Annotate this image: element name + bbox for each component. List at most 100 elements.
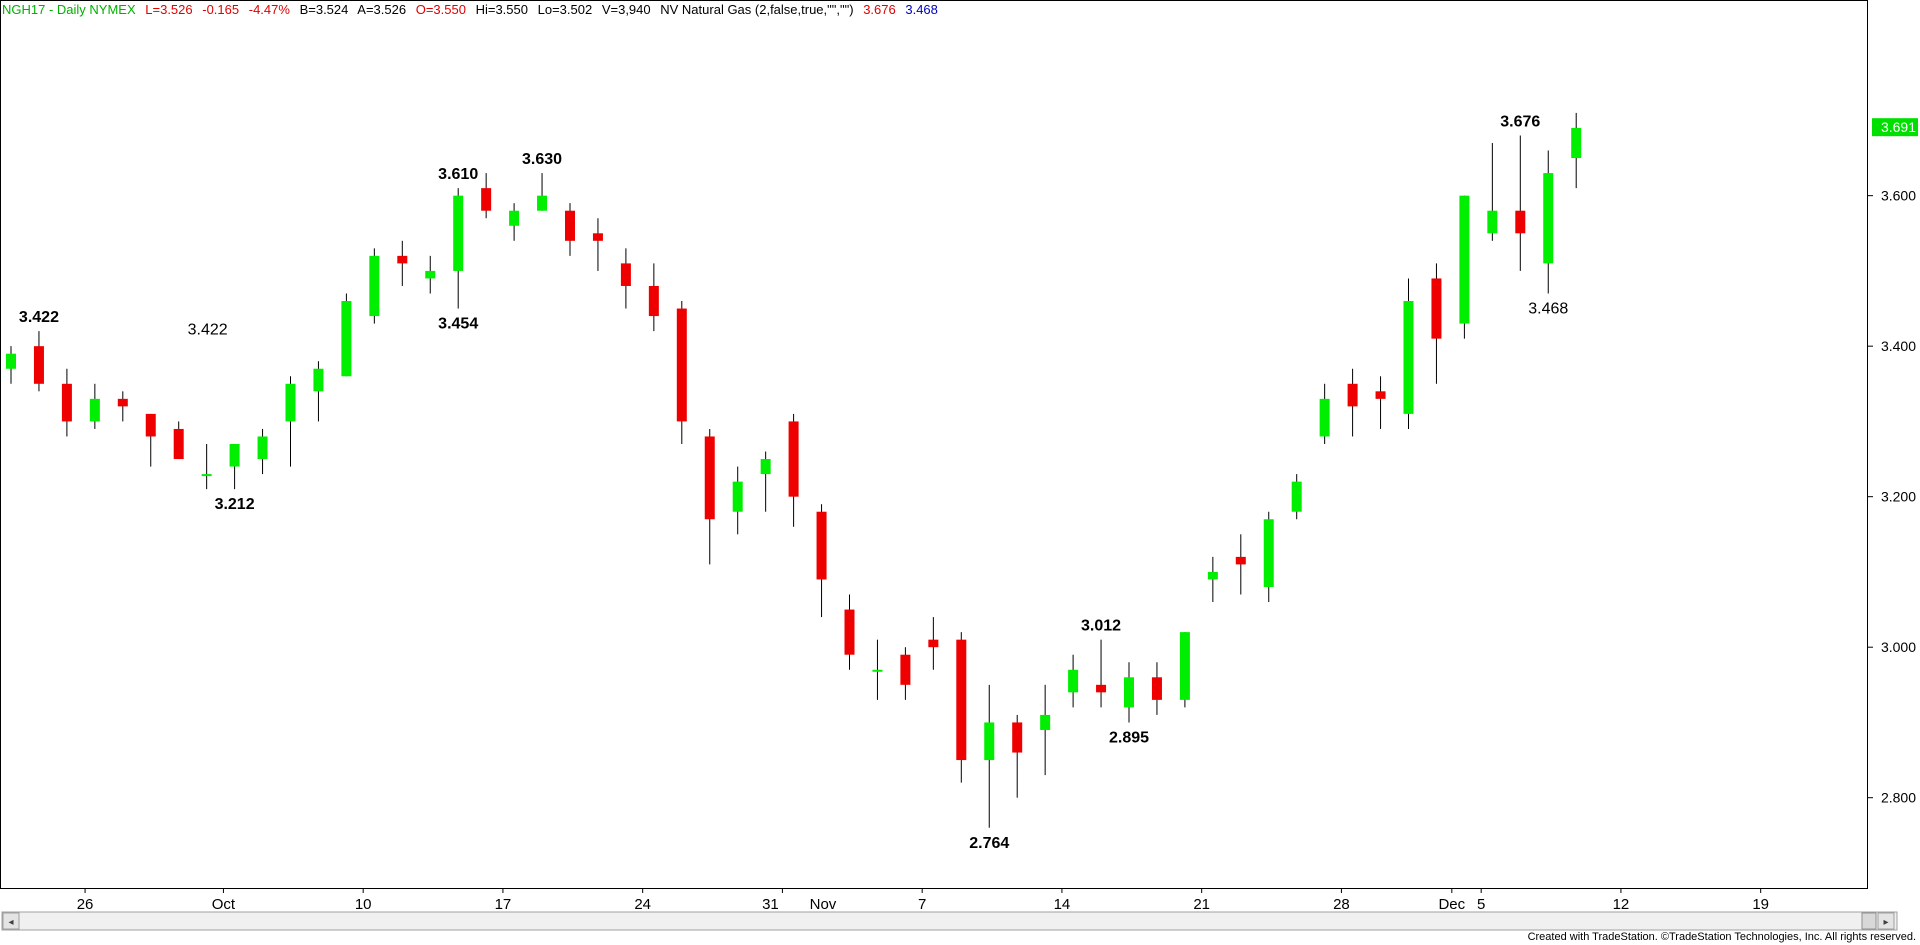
candle-down	[704, 436, 715, 520]
volume: V=3,940	[601, 2, 651, 17]
price-annotation: 3.454	[438, 316, 478, 333]
price-annotation: 3.610	[438, 166, 478, 183]
x-tick-label: 7	[918, 896, 926, 913]
price-annotation: 3.422	[19, 309, 59, 326]
candle-down	[900, 654, 911, 685]
price-annotation: 3.630	[522, 151, 562, 168]
candle-up	[229, 444, 240, 467]
candle-down	[117, 398, 128, 407]
price-annotation: 3.468	[1528, 300, 1568, 317]
x-tick-label: 31	[762, 896, 779, 913]
candle-up	[1263, 519, 1274, 587]
candle-up	[509, 210, 520, 226]
scroll-right-button[interactable]	[1877, 912, 1895, 930]
candle-up	[6, 353, 16, 369]
candle-down	[956, 639, 967, 761]
candle-down	[1431, 278, 1442, 339]
candle-down	[61, 383, 72, 422]
y-tick-label: 3.600	[1881, 188, 1916, 204]
candle-down	[816, 511, 827, 580]
study-name: NV Natural Gas (2,false,true,"","")	[660, 2, 854, 17]
net-change: -0.165	[202, 2, 240, 17]
study-value-1: 3.676	[863, 2, 896, 17]
candle-down	[173, 428, 184, 460]
x-tick-label: 5	[1477, 896, 1485, 913]
high-price: Hi=3.550	[475, 2, 528, 17]
study-value-2: 3.468	[905, 2, 938, 17]
last-price-label: 3.691	[1881, 119, 1916, 135]
x-tick-label: 14	[1054, 896, 1071, 913]
open-price: O=3.550	[415, 2, 466, 17]
percent-change: -4.47%	[248, 2, 290, 17]
scroll-thumb[interactable]	[1861, 912, 1877, 930]
candle-down	[1375, 391, 1386, 399]
candle-up	[872, 669, 883, 672]
ask-price: A=3.526	[357, 2, 407, 17]
candle-down	[1515, 210, 1526, 234]
y-tick-label: 3.000	[1881, 639, 1916, 655]
low-price: Lo=3.502	[537, 2, 593, 17]
x-tick-label: 19	[1752, 896, 1769, 913]
candle-up	[1543, 173, 1554, 264]
bid-price: B=3.524	[299, 2, 349, 17]
candle-up	[425, 270, 436, 279]
candle-down	[928, 639, 939, 648]
candle-down	[592, 233, 603, 241]
price-annotation: 3.676	[1500, 113, 1540, 130]
candle-down	[145, 413, 156, 437]
candle-down	[620, 263, 631, 286]
candle-down	[788, 421, 799, 497]
x-tick-label: 21	[1193, 896, 1210, 913]
price-annotation: 2.895	[1109, 729, 1149, 746]
candle-up	[1291, 481, 1302, 512]
candle-down	[33, 346, 44, 384]
copyright-footer: Created with TradeStation. ©TradeStation…	[1527, 931, 1916, 943]
candle-down	[676, 308, 687, 422]
candle-up	[1040, 714, 1051, 730]
candle-up	[89, 398, 100, 422]
symbol-label: NGH17 - Daily NYMEX	[2, 2, 136, 17]
x-tick-label: 26	[77, 896, 94, 913]
candle-up	[201, 474, 212, 477]
candle-down	[648, 285, 659, 317]
price-annotation: 3.212	[215, 496, 255, 513]
plot-frame	[0, 0, 1868, 889]
candle-up	[1459, 195, 1470, 324]
y-tick-label: 3.200	[1881, 489, 1916, 505]
x-tick-label: 28	[1333, 896, 1350, 913]
candle-up	[1571, 127, 1582, 159]
chart-header: NGH17 - Daily NYMEX L=3.526 -0.165 -4.47…	[2, 2, 944, 17]
candle-up	[760, 459, 771, 475]
candle-up	[369, 255, 380, 317]
candle-down	[844, 609, 855, 655]
candle-up	[313, 368, 324, 392]
candle-down	[1347, 383, 1358, 407]
x-tick-label: Oct	[212, 896, 236, 913]
price-annotation: 3.422	[188, 322, 228, 339]
x-tick-label: 12	[1613, 896, 1630, 913]
x-tick-label: Nov	[810, 896, 837, 913]
candle-down	[1096, 684, 1107, 693]
y-tick-label: 3.400	[1881, 338, 1916, 354]
candle-up	[257, 436, 268, 460]
last-price-box	[1872, 118, 1918, 137]
candle-up	[1487, 210, 1498, 234]
candle-up	[537, 195, 548, 211]
candle-down	[1235, 556, 1246, 565]
scroll-left-button[interactable]	[2, 912, 20, 930]
candle-up	[1068, 669, 1079, 693]
candle-up	[1319, 398, 1330, 437]
candle-up	[285, 383, 296, 422]
candle-up	[341, 301, 352, 377]
scroll-left-arrow-icon: ◂	[8, 917, 13, 928]
horizontal-scrollbar[interactable]	[1, 911, 1898, 931]
candle-down	[481, 188, 492, 211]
x-tick-label: 17	[495, 896, 512, 913]
candle-up	[1207, 571, 1218, 580]
x-tick-label: 24	[634, 896, 651, 913]
candle-down	[1151, 677, 1162, 700]
candle-up	[1124, 677, 1134, 708]
candle-down	[1012, 722, 1023, 753]
candle-down	[397, 255, 408, 264]
